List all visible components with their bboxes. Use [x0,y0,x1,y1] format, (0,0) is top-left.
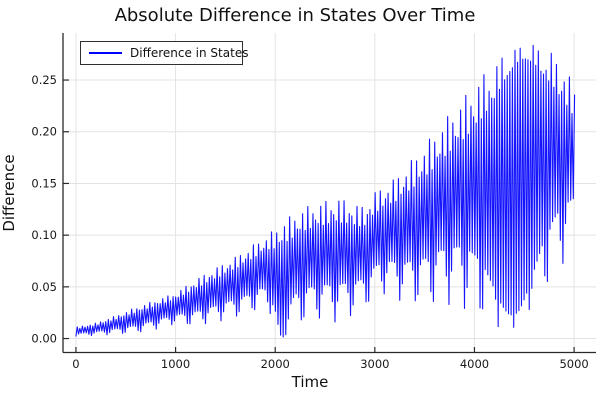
legend-line-sample-icon [89,52,122,54]
y-tick-label-0: 0.00 [31,332,57,346]
x-tick-label-5: 5000 [559,357,588,371]
y-axis-label: Difference [0,154,18,232]
y-tick-label-3: 0.15 [31,176,57,190]
y-tick-label-2: 0.10 [31,228,57,242]
legend-box: Difference in States [80,41,248,65]
legend-label: Difference in States [130,46,249,60]
axis-ticks [63,79,575,353]
y-tick-label-1: 0.05 [31,280,57,294]
x-tick-label-3: 3000 [360,357,389,371]
tick-labels: 0 1000 2000 3000 4000 5000 0.00 0.05 0.10 0.15 0.2… [31,73,588,371]
x-tick-label-1: 1000 [161,357,190,371]
x-tick-label-2: 2000 [261,357,290,371]
difference-series-line [75,44,576,338]
y-tick-label-5: 0.25 [31,73,57,87]
x-tick-label-4: 4000 [460,357,489,371]
plot-title: Absolute Difference in States Over Time [114,5,476,26]
x-tick-label-0: 0 [72,357,79,371]
axis-spines [62,33,596,354]
y-tick-label-4: 0.20 [31,125,57,139]
x-axis-label: Time [291,373,329,391]
